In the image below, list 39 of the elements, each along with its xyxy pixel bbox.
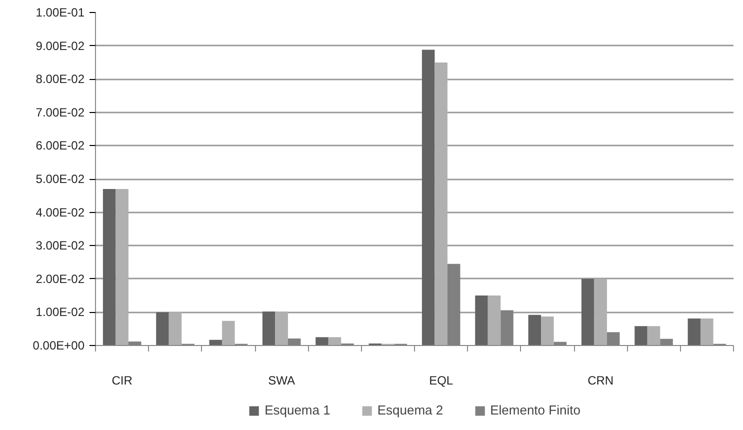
bar [488,296,501,346]
bar [581,278,594,346]
x-tick-label: CRN [588,374,614,388]
bar [102,188,116,346]
x-tick-label: CIR [112,374,133,388]
y-tick-label: 4.00E-02 [36,205,85,220]
y-tick-label: 3.00E-02 [36,238,85,253]
legend-label: Esquema 1 [264,402,330,418]
y-tick-label: 5.00E-02 [36,172,85,186]
bar [316,337,328,346]
bar [528,314,542,346]
y-tick-label: 2.00E-02 [36,272,85,286]
y-tick-label: 7.00E-02 [36,105,85,120]
y-tick-label: 1.00E-01 [36,6,85,20]
bar [116,188,128,346]
bar [422,50,435,346]
y-tick-label: 0.00E+00 [32,338,85,352]
bar [275,312,288,346]
bar [647,326,660,346]
bar [475,296,488,346]
bar [222,320,235,346]
bar [541,316,554,346]
legend-label: Elemento Finito [490,402,580,418]
bar [168,312,182,346]
bar [634,326,648,346]
bar [688,318,701,346]
bar [434,62,448,346]
bar [262,312,276,346]
bar [328,337,342,346]
bar [156,312,169,346]
y-tick-label: 9.00E-02 [36,38,85,53]
bar [594,278,607,346]
x-tick-label: SWA [268,374,296,388]
y-tick-label: 6.00E-02 [36,138,85,153]
y-tick-label: 1.00E-02 [36,305,85,320]
y-tick-label: 8.00E-02 [36,72,85,86]
bar [700,318,714,346]
legend-label: Esquema 2 [377,402,444,418]
x-tick-label: EQL [429,374,454,388]
